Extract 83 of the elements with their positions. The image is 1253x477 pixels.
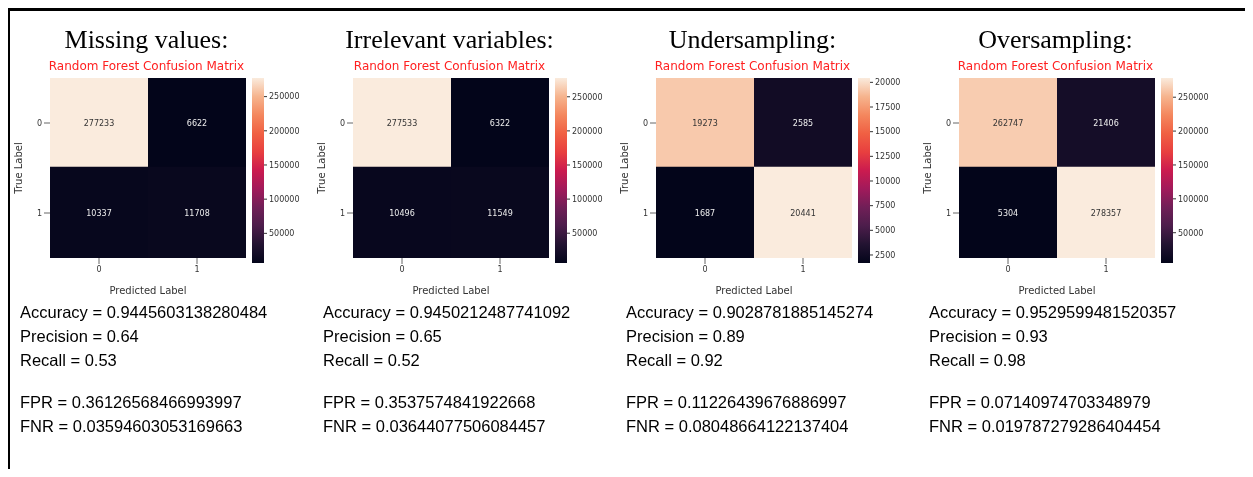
x-tick-label: 0 [96,264,102,274]
data-label: 11549 [487,208,513,218]
color-bar-label: 250000 [572,92,603,102]
x-tick-label: 0 [399,264,405,274]
color-bar-label: 150000 [1178,160,1209,170]
color-bar-label: 100000 [269,194,300,204]
color-bar-label: 12500 [875,152,901,162]
color-bar-label: 200000 [572,126,603,136]
chart-title: Undersampling: [667,25,838,55]
chart-subtitle: Randon Forest Confusion Matrix [352,59,547,73]
x-tick-label: 1 [800,264,806,274]
color-bar-label: 7500 [875,201,896,211]
color-bar-label: 5000 [875,226,896,236]
chart-subtitle: Random Forest Confusion Matrix [653,59,852,73]
text: Accuracy = 0.9450212487741092 [323,302,572,323]
x-axis-title: Predicted Label [109,285,187,296]
text: Recall = 0.52 [323,350,421,371]
text: Accuracy = 0.9529599481520357 [929,302,1178,323]
data-label: 277533 [386,118,418,128]
color-bar-label: 100000 [1178,194,1209,204]
data-label: 5304 [997,208,1019,218]
text: FPR = 0.3537574841922668 [323,392,537,413]
data-label: 1687 [694,208,716,218]
data-label: 262747 [992,118,1024,128]
y-axis-title: True Label [12,142,24,195]
color-bar-label: 100000 [572,194,603,204]
x-tick-label: 1 [497,264,503,274]
data-label: 11708 [184,208,210,218]
data-label: 278357 [1090,208,1122,218]
color-bar-label: 10000 [875,176,901,186]
color-bar-label: 50000 [1178,228,1204,238]
y-axis-title: True Label [618,142,630,195]
chart-subtitle: Random Forest Confusion Matrix [47,59,246,73]
x-tick-label: 0 [1005,264,1011,274]
color-bar-label: 2500 [875,250,896,260]
color-bar-label: 15000 [875,127,901,137]
data-label: 20441 [790,208,816,218]
data-label: 19273 [692,118,718,128]
color-bar-label: 250000 [1178,93,1209,103]
text: FNR = 0.08048664122137404 [626,416,850,437]
text: Precision = 0.93 [929,326,1049,347]
x-tick-label: 1 [1103,264,1109,274]
color-bar-label: 250000 [269,92,300,102]
chart-title: Oversampling: [977,25,1134,55]
text: Recall = 0.98 [929,350,1027,371]
text: FPR = 0.07140974703348979 [929,392,1152,413]
color-bar-label: 50000 [269,229,295,239]
color-bar-label: 20000 [875,78,901,88]
text: FNR = 0.03644077506084457 [323,416,547,437]
data-label: 10496 [389,208,415,218]
text: Precision = 0.65 [323,326,443,347]
color-bar-label: 50000 [572,229,598,239]
color-bar-label: 17500 [875,102,901,112]
x-tick-label: 1 [194,264,200,274]
y-axis-title: True Label [315,142,327,195]
chart-title: Irrelevant variables: [344,25,555,55]
text: FNR = 0.03594603053169663 [20,416,244,437]
text: Precision = 0.89 [626,326,746,347]
chart-title: Missing values: [63,25,230,55]
color-bar-label: 150000 [269,160,300,170]
text: Recall = 0.92 [626,350,724,371]
data-label: 6622 [186,118,208,128]
color-bar-label: 200000 [1178,126,1209,136]
text: Precision = 0.64 [20,326,140,347]
data-label: 21406 [1093,118,1119,128]
text: Accuracy = 0.9028781885145274 [626,302,875,323]
text: FPR = 0.11226439676886997 [626,392,848,413]
chart-subtitle: Random Forest Confusion Matrix [956,59,1155,73]
text: Accuracy = 0.9445603138280484 [20,302,269,323]
text: FPR = 0.36126568466993997 [20,392,243,413]
data-label: 6322 [489,118,511,128]
data-label: 2585 [792,118,814,128]
data-label: 10337 [86,208,112,218]
y-axis-title: True Label [921,142,933,195]
x-axis-title: Predicted Label [412,285,490,296]
x-axis-title: Predicted Label [715,285,793,296]
text: Recall = 0.53 [20,350,118,371]
x-tick-label: 0 [702,264,708,274]
x-axis-title: Predicted Label [1018,285,1096,296]
color-bar-label: 200000 [269,126,300,136]
text: FNR = 0.019787279286404454 [929,416,1162,437]
data-label: 277233 [83,118,115,128]
color-bar-label: 150000 [572,160,603,170]
